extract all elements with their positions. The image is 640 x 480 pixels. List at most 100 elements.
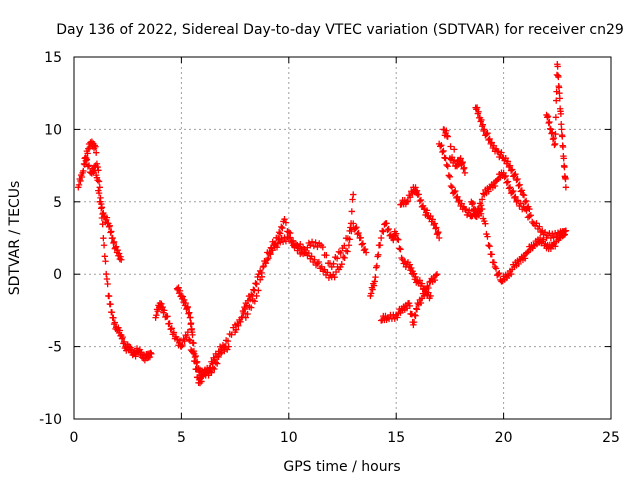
data-point: [478, 205, 486, 213]
data-point: [553, 97, 560, 104]
y-tick-label: 5: [53, 195, 62, 211]
data-point: [477, 202, 485, 209]
data-point: [156, 299, 164, 307]
data-point: [189, 331, 196, 339]
data-point: [323, 252, 330, 259]
data-point: [373, 262, 381, 270]
data-point: [526, 205, 533, 213]
data-point: [337, 249, 344, 257]
data-point: [237, 318, 244, 325]
data-point: [358, 241, 366, 248]
data-point: [310, 242, 318, 250]
data-point: [379, 227, 386, 235]
data-point: [427, 292, 434, 300]
data-point: [495, 148, 502, 155]
data-point: [506, 184, 514, 191]
data-point: [279, 224, 286, 232]
data-point: [97, 198, 104, 205]
data-point: [478, 196, 486, 203]
data-point: [423, 288, 430, 296]
data-point: [508, 188, 516, 196]
data-point: [488, 139, 495, 146]
data-point: [235, 322, 242, 329]
data-point: [208, 369, 215, 376]
data-point: [496, 269, 503, 277]
data-point: [96, 184, 103, 191]
data-point: [102, 258, 109, 265]
data-point: [521, 198, 529, 206]
data-point: [450, 188, 458, 196]
data-point: [95, 178, 103, 185]
data-point: [311, 256, 318, 263]
data-point: [395, 236, 402, 243]
data-point: [459, 158, 466, 166]
data-point: [118, 256, 125, 263]
series-trace-h: [377, 271, 441, 329]
data-point: [380, 228, 387, 235]
data-point: [115, 324, 122, 331]
data-point: [308, 253, 315, 260]
data-point: [265, 250, 273, 257]
data-point: [100, 209, 107, 217]
data-point: [359, 240, 367, 247]
series-trace-c: [152, 299, 239, 387]
data-point: [350, 220, 357, 227]
data-point: [557, 110, 565, 118]
data-point: [413, 187, 421, 194]
data-point: [274, 234, 282, 242]
data-point: [555, 73, 562, 81]
data-point: [540, 236, 547, 243]
data-point: [91, 142, 98, 149]
data-point: [502, 154, 509, 162]
data-point: [338, 261, 345, 268]
data-point: [138, 348, 145, 356]
data-point: [504, 178, 512, 185]
data-point: [431, 220, 439, 227]
data-point: [527, 212, 535, 219]
data-point: [78, 173, 86, 181]
data-point: [549, 136, 557, 143]
data-point: [104, 280, 111, 288]
data-point: [468, 201, 476, 208]
data-point: [520, 192, 528, 199]
data-point: [561, 231, 569, 238]
data-point: [367, 290, 375, 297]
data-point: [255, 271, 262, 278]
data-point: [108, 228, 115, 235]
data-point: [154, 308, 161, 315]
data-point: [362, 249, 370, 256]
data-point: [262, 259, 269, 267]
data-point: [521, 255, 529, 262]
data-point: [297, 240, 304, 248]
data-point: [251, 298, 258, 305]
data-point: [462, 206, 470, 213]
data-point: [146, 353, 154, 361]
data-point: [450, 146, 458, 153]
data-point: [232, 326, 240, 333]
data-point: [554, 63, 561, 70]
data-point: [551, 141, 558, 149]
data-point: [282, 219, 290, 226]
data-point: [166, 320, 173, 327]
data-point: [458, 159, 465, 167]
data-point: [561, 163, 568, 171]
data-point: [460, 165, 467, 173]
data-point: [396, 245, 403, 252]
data-point: [518, 187, 526, 194]
data-point: [488, 251, 495, 258]
data-point: [490, 142, 498, 149]
data-point: [324, 269, 331, 276]
axis-ticks: 0 5 10 15 20 25 -10 -5 0 5 10 15: [39, 50, 620, 446]
data-point: [100, 234, 107, 242]
data-point: [376, 241, 384, 249]
data-point: [361, 245, 369, 253]
data-point: [401, 258, 408, 265]
data-point: [357, 234, 364, 242]
data-point: [255, 287, 262, 294]
data-point: [513, 176, 520, 184]
y-tick-label: 15: [44, 50, 62, 66]
data-point: [224, 346, 231, 353]
data-point: [103, 214, 111, 221]
data-point: [82, 157, 90, 164]
